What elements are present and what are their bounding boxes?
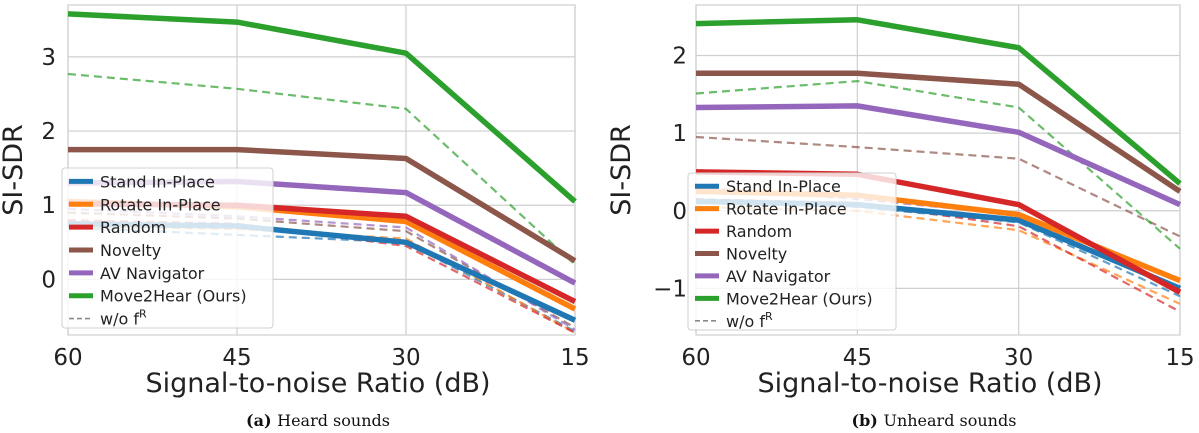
x-tick-label: 15	[1165, 345, 1194, 371]
caption-prefix: (a)	[246, 411, 277, 430]
legend-entry: Rotate In-Place	[726, 200, 847, 219]
legend-entry: Stand In-Place	[726, 177, 841, 196]
caption-text: Unheard sounds	[883, 411, 1016, 430]
legend-entry: Move2Hear (Ours)	[100, 287, 247, 306]
x-tick-label: 30	[391, 345, 420, 371]
legend-box	[687, 172, 897, 331]
series-line	[68, 146, 577, 264]
legend-box	[61, 167, 274, 329]
legend-entry: AV Navigator	[726, 267, 831, 286]
series-line	[695, 17, 1182, 186]
x-tick-label: 15	[560, 345, 589, 371]
series-line	[696, 70, 1182, 194]
y-tick-label: 2	[672, 43, 687, 69]
y-tick-label: 1	[41, 193, 56, 219]
x-tick-label: 45	[222, 345, 251, 371]
y-axis-label: SI-SDR	[0, 124, 29, 216]
chart-panel-2: 60 45 30 15 −1 0 1 2 Signal-to-noise Ratio (dB) S…	[606, 4, 1195, 430]
legend-entry: Novelty	[726, 245, 787, 264]
figure-caption: (a) Heard sounds	[246, 411, 390, 430]
legend-superscript: R	[139, 308, 147, 321]
legend-entry-ablation: w/o fR	[100, 308, 147, 329]
y-tick-label: −1	[653, 276, 687, 302]
x-tick-label: 45	[843, 345, 872, 371]
series-line	[695, 103, 1182, 208]
ablation-line	[695, 79, 1181, 250]
legend-entry: Stand In-Place	[100, 172, 215, 191]
legend-entry: Move2Hear (Ours)	[726, 289, 873, 308]
x-tick-label: 60	[681, 345, 710, 371]
legend-superscript: R	[765, 310, 773, 323]
x-axis-label: Signal-to-noise Ratio (dB)	[145, 368, 490, 399]
figure-caption: (b) Unheard sounds	[852, 411, 1017, 430]
x-tick-label: 60	[53, 345, 82, 371]
y-axis-label: SI-SDR	[606, 124, 637, 216]
legend: Stand In-Place Rotate In-Place Random Novel…	[687, 172, 897, 331]
legend-entry-ablation: w/o fR	[726, 310, 773, 331]
x-tick-label: 30	[1004, 345, 1033, 371]
y-tick-label: 0	[41, 267, 56, 293]
y-tick-label: 3	[41, 45, 56, 71]
y-tick-label: 1	[672, 121, 687, 147]
x-axis-label: Signal-to-noise Ratio (dB)	[757, 368, 1102, 399]
legend: Stand In-Place Rotate In-Place Random Novel…	[61, 167, 274, 329]
legend-entry: Random	[100, 218, 166, 237]
y-tick-label: 2	[41, 119, 56, 145]
y-tick-label: 0	[672, 199, 687, 225]
legend-entry: Random	[726, 222, 792, 241]
caption-text: Heard sounds	[277, 411, 390, 430]
ablation-line	[67, 72, 576, 266]
series-line	[67, 11, 577, 204]
chart-panel-1: 60 45 30 15 0 1 2 3 Signal-to-noise Ratio (dB) SI…	[0, 4, 590, 430]
legend-entry: Novelty	[100, 241, 161, 260]
caption-prefix: (b)	[852, 411, 884, 430]
plot-frame	[695, 4, 1181, 336]
legend-entry: Rotate In-Place	[100, 195, 221, 214]
legend-entry: AV Navigator	[100, 264, 205, 283]
ablation-line	[695, 135, 1181, 238]
